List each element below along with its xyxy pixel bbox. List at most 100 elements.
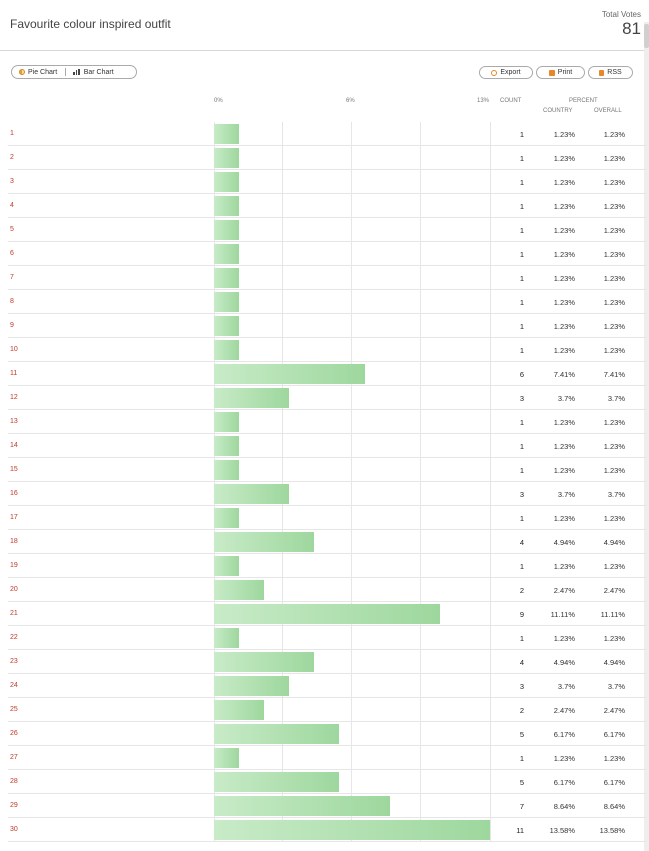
bar-chart-icon xyxy=(73,69,81,75)
category-label: 2 xyxy=(10,154,14,161)
table-row: 28 5 6.17% 6.17% xyxy=(0,770,649,794)
percent-header: PERCENT xyxy=(569,98,598,104)
row-divider xyxy=(8,721,646,722)
category-label: 9 xyxy=(10,322,14,329)
overall-header: OVERALL xyxy=(594,108,622,114)
percent-overall-value: 1.23% xyxy=(603,346,625,355)
percent-country-value: 1.23% xyxy=(553,466,575,475)
percent-overall-value: 1.23% xyxy=(603,754,625,763)
percent-overall-value: 4.94% xyxy=(603,538,625,547)
count-value: 1 xyxy=(519,250,524,259)
category-label: 22 xyxy=(10,634,18,641)
row-divider xyxy=(8,481,646,482)
row-divider xyxy=(8,769,646,770)
bar-chart-label: Bar Chart xyxy=(83,68,114,76)
export-button[interactable]: Export xyxy=(479,66,533,79)
count-value: 5 xyxy=(519,730,524,739)
table-row: 8 1 1.23% 1.23% xyxy=(0,290,649,314)
percent-overall-value: 4.94% xyxy=(603,658,625,667)
percent-overall-value: 1.23% xyxy=(603,466,625,475)
count-value: 1 xyxy=(519,322,524,331)
category-label: 20 xyxy=(10,586,18,593)
count-value: 1 xyxy=(519,154,524,163)
percent-country-value: 1.23% xyxy=(553,250,575,259)
count-value: 3 xyxy=(519,682,524,691)
poll-header: Favourite colour inspired outfit Total V… xyxy=(0,0,649,51)
category-label: 15 xyxy=(10,466,18,473)
percent-country-value: 1.23% xyxy=(553,154,575,163)
bar xyxy=(214,268,239,288)
pie-chart-label: Pie Chart xyxy=(28,68,58,76)
percent-country-value: 11.11% xyxy=(550,610,575,619)
count-value: 1 xyxy=(519,466,524,475)
category-label: 4 xyxy=(10,202,14,209)
table-row: 13 1 1.23% 1.23% xyxy=(0,410,649,434)
bar xyxy=(214,172,239,192)
row-divider xyxy=(8,553,646,554)
grid-line xyxy=(282,122,283,842)
row-divider xyxy=(8,145,646,146)
percent-country-value: 1.23% xyxy=(553,634,575,643)
count-value: 7 xyxy=(519,802,524,811)
row-divider xyxy=(8,385,646,386)
percent-country-value: 1.23% xyxy=(553,442,575,451)
print-button[interactable]: Print xyxy=(536,66,585,79)
table-row: 12 3 3.7% 3.7% xyxy=(0,386,649,410)
poll-title: Favourite colour inspired outfit xyxy=(10,17,171,31)
percent-country-value: 1.23% xyxy=(553,346,575,355)
bar xyxy=(214,196,239,216)
country-header: COUNTRY xyxy=(543,108,573,114)
scrollbar-thumb[interactable] xyxy=(644,24,649,48)
row-divider xyxy=(8,409,646,410)
bar xyxy=(214,820,490,840)
category-label: 6 xyxy=(10,250,14,257)
row-divider xyxy=(8,337,646,338)
bar xyxy=(214,148,239,168)
percent-overall-value: 8.64% xyxy=(603,802,625,811)
table-row: 1 1 1.23% 1.23% xyxy=(0,122,649,146)
percent-overall-value: 1.23% xyxy=(603,250,625,259)
count-value: 1 xyxy=(519,298,524,307)
bar xyxy=(214,508,239,528)
bar xyxy=(214,700,264,720)
percent-country-value: 1.23% xyxy=(553,754,575,763)
percent-overall-value: 1.23% xyxy=(603,322,625,331)
table-row: 11 6 7.41% 7.41% xyxy=(0,362,649,386)
row-divider xyxy=(8,505,646,506)
category-label: 1 xyxy=(10,130,14,137)
bar xyxy=(214,460,239,480)
percent-country-value: 1.23% xyxy=(553,274,575,283)
scrollbar-track[interactable] xyxy=(644,22,649,851)
percent-overall-value: 1.23% xyxy=(603,154,625,163)
percent-country-value: 1.23% xyxy=(553,202,575,211)
count-value: 1 xyxy=(519,274,524,283)
count-value: 1 xyxy=(519,178,524,187)
grid-line xyxy=(214,122,215,842)
bar xyxy=(214,124,239,144)
count-value: 1 xyxy=(519,634,524,643)
pie-chart-icon xyxy=(19,69,25,75)
percent-overall-value: 7.41% xyxy=(603,370,625,379)
bar xyxy=(214,484,289,504)
table-row: 27 1 1.23% 1.23% xyxy=(0,746,649,770)
count-value: 4 xyxy=(519,658,524,667)
row-divider xyxy=(8,265,646,266)
row-divider xyxy=(8,577,646,578)
bar xyxy=(214,388,289,408)
bar-chart-button[interactable]: Bar Chart xyxy=(66,68,114,76)
row-divider xyxy=(8,673,646,674)
percent-country-value: 1.23% xyxy=(553,562,575,571)
percent-overall-value: 3.7% xyxy=(607,490,625,499)
percent-overall-value: 1.23% xyxy=(603,202,625,211)
bar xyxy=(214,412,239,432)
count-value: 11 xyxy=(516,826,524,835)
bar xyxy=(214,676,289,696)
rss-button[interactable]: RSS xyxy=(588,66,633,79)
count-value: 3 xyxy=(519,394,524,403)
bar xyxy=(214,772,339,792)
count-header: COUNT xyxy=(500,98,522,104)
table-row: 15 1 1.23% 1.23% xyxy=(0,458,649,482)
percent-country-value: 2.47% xyxy=(553,706,575,715)
pie-chart-button[interactable]: Pie Chart xyxy=(12,69,57,76)
percent-overall-value: 11.11% xyxy=(600,610,625,619)
